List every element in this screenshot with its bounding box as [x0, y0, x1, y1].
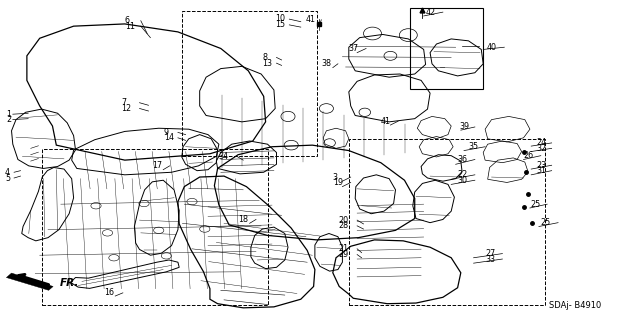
Text: 31: 31 [536, 166, 547, 175]
Text: 7: 7 [122, 98, 127, 107]
Text: FR.: FR. [60, 278, 79, 288]
Text: 5: 5 [5, 174, 10, 182]
Text: 20: 20 [338, 216, 348, 225]
Text: 6: 6 [125, 16, 130, 25]
Text: 26: 26 [524, 151, 534, 160]
Text: 41: 41 [380, 117, 390, 126]
Bar [182, 11, 317, 156]
Text: 14: 14 [164, 133, 174, 142]
Text: 10: 10 [275, 14, 285, 23]
Text: 9: 9 [164, 128, 169, 137]
Text: 19: 19 [333, 178, 343, 187]
Text: 24: 24 [536, 138, 547, 147]
Text: 16: 16 [104, 288, 114, 297]
Text: 18: 18 [238, 215, 248, 224]
Text: 39: 39 [460, 122, 470, 131]
Text: 15: 15 [275, 20, 285, 29]
Text: 2: 2 [6, 115, 12, 124]
Text: 21: 21 [338, 244, 348, 253]
Text: 32: 32 [536, 144, 547, 153]
Text: 36: 36 [458, 155, 468, 164]
Text: 34: 34 [219, 152, 229, 161]
Polygon shape [6, 273, 53, 290]
Text: 28: 28 [338, 221, 348, 230]
Text: 22: 22 [458, 170, 468, 179]
Text: 1: 1 [6, 110, 12, 119]
Bar [349, 139, 545, 305]
Text: 38: 38 [321, 59, 332, 68]
Text: 23: 23 [536, 161, 547, 170]
Bar [42, 149, 268, 305]
Text: 17: 17 [152, 161, 163, 170]
Text: 40: 40 [486, 43, 497, 52]
Text: SDAj- B4910: SDAj- B4910 [549, 301, 602, 310]
Text: 37: 37 [349, 44, 359, 53]
Text: 27: 27 [485, 249, 495, 258]
Text: 29: 29 [338, 250, 348, 259]
Text: 25: 25 [530, 200, 540, 209]
Text: 4: 4 [5, 168, 10, 177]
Text: 30: 30 [458, 176, 468, 185]
Text: 3: 3 [333, 173, 338, 182]
Text: 8: 8 [262, 53, 268, 62]
Text: 33: 33 [485, 255, 495, 263]
Text: 35: 35 [468, 142, 479, 151]
Bar [410, 8, 483, 89]
Text: 25: 25 [541, 218, 551, 227]
Text: 41: 41 [306, 15, 316, 24]
Text: 11: 11 [125, 22, 135, 31]
Text: 42: 42 [426, 8, 436, 17]
Text: 12: 12 [122, 104, 132, 113]
Text: 13: 13 [262, 59, 273, 68]
